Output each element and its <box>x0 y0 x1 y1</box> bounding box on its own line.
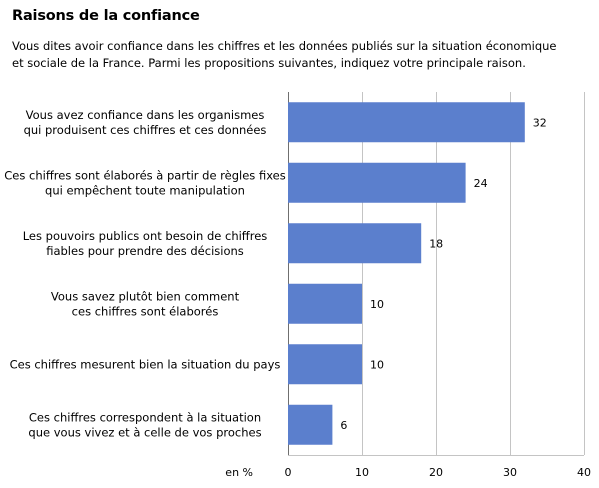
x-tick-label-10: 10 <box>355 466 369 479</box>
x-tick-label-0: 0 <box>285 466 292 479</box>
category-label-1-line-2: qui produisent ces chiffres et ces donné… <box>24 123 267 137</box>
category-label-1-line-1: Vous avez confiance dans les organismes <box>26 108 265 122</box>
value-label-5: 10 <box>370 358 384 371</box>
value-label-2: 24 <box>474 177 488 190</box>
x-axis-unit-label: en % <box>225 466 253 479</box>
bar-4 <box>288 283 362 324</box>
value-label-1: 32 <box>533 116 547 129</box>
value-label-4: 10 <box>370 298 384 311</box>
x-tick-label-30: 30 <box>503 466 517 479</box>
x-tick-label-20: 20 <box>429 466 443 479</box>
category-label-4-line-1: Vous savez plutôt bien comment <box>51 289 240 303</box>
category-label-6-line-2: que vous vivez et à celle de vos proches <box>28 425 261 439</box>
category-label-5-line-1: Ces chiffres mesurent bien la situation … <box>10 357 281 371</box>
bar-2 <box>288 162 466 203</box>
bar-3 <box>288 223 422 264</box>
chart-subtitle: Vous dites avoir confiance dans les chif… <box>12 38 557 72</box>
chart-title: Raisons de la confiance <box>12 8 200 24</box>
bar-6 <box>288 404 333 445</box>
category-label-4-line-2: ces chiffres sont élaborés <box>72 304 219 318</box>
value-label-3: 18 <box>429 237 443 250</box>
x-tick-label-40: 40 <box>577 466 591 479</box>
subtitle-line-2: et sociale de la France. Parmi les propo… <box>12 56 526 70</box>
subtitle-line-1: Vous dites avoir confiance dans les chif… <box>12 39 557 53</box>
category-label-2-line-2: qui empêchent toute manipulation <box>45 183 245 197</box>
category-label-3-line-2: fiables pour prendre des décisions <box>46 244 244 258</box>
bar-5 <box>288 344 362 385</box>
category-label-6-line-1: Ces chiffres correspondent à la situatio… <box>29 410 261 424</box>
bar-1 <box>288 102 525 143</box>
category-label-3-line-1: Les pouvoirs publics ont besoin de chiff… <box>23 229 268 243</box>
value-label-6: 6 <box>340 419 347 432</box>
category-label-2-line-1: Ces chiffres sont élaborés à partir de r… <box>4 168 285 182</box>
